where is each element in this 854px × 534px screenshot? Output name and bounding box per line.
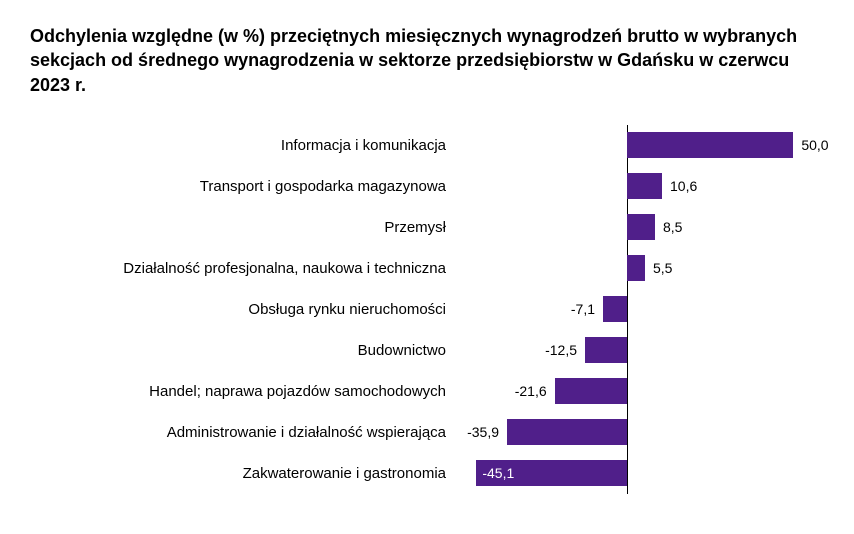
plot-cell: -35,9 bbox=[460, 412, 824, 453]
category-label: Transport i gospodarka magazynowa bbox=[30, 178, 460, 195]
category-label: Obsługa rynku nieruchomości bbox=[30, 301, 460, 318]
chart-row: Zakwaterowanie i gastronomia -45,1 bbox=[30, 453, 824, 494]
value-label: 8,5 bbox=[663, 219, 682, 235]
plot-cell: 5,5 bbox=[460, 248, 824, 289]
zero-axis bbox=[627, 371, 628, 412]
zero-axis bbox=[627, 330, 628, 371]
category-label: Przemysł bbox=[30, 219, 460, 236]
chart-row: Przemysł 8,5 bbox=[30, 207, 824, 248]
plot-cell: -21,6 bbox=[460, 371, 824, 412]
zero-axis bbox=[627, 412, 628, 453]
value-label: -12,5 bbox=[545, 342, 577, 358]
category-label: Informacja i komunikacja bbox=[30, 137, 460, 154]
value-label: 10,6 bbox=[670, 178, 697, 194]
chart-row: Budownictwo -12,5 bbox=[30, 330, 824, 371]
value-label: 5,5 bbox=[653, 260, 672, 276]
value-label: -7,1 bbox=[571, 301, 595, 317]
plot-cell: 8,5 bbox=[460, 207, 824, 248]
bar bbox=[627, 214, 655, 240]
category-label: Handel; naprawa pojazdów samochodowych bbox=[30, 383, 460, 400]
chart-row: Administrowanie i działalność wspierając… bbox=[30, 412, 824, 453]
plot-cell: -7,1 bbox=[460, 289, 824, 330]
bar bbox=[555, 378, 627, 404]
value-label: -21,6 bbox=[515, 383, 547, 399]
bar bbox=[627, 173, 662, 199]
plot-cell: 10,6 bbox=[460, 166, 824, 207]
chart-plot-area: Informacja i komunikacja50,0Transport i … bbox=[30, 125, 824, 494]
category-label: Zakwaterowanie i gastronomia bbox=[30, 465, 460, 482]
zero-axis bbox=[627, 289, 628, 330]
plot-cell: -45,1 bbox=[460, 453, 824, 494]
chart-row: Działalność profesjonalna, naukowa i tec… bbox=[30, 248, 824, 289]
plot-cell: 50,0 bbox=[460, 125, 824, 166]
bar bbox=[627, 132, 794, 158]
plot-cell: -12,5 bbox=[460, 330, 824, 371]
value-label: -35,9 bbox=[467, 424, 499, 440]
chart-container: Odchylenia względne (w %) przeciętnych m… bbox=[0, 0, 854, 514]
bar bbox=[585, 337, 627, 363]
category-label: Administrowanie i działalność wspierając… bbox=[30, 424, 460, 441]
chart-row: Informacja i komunikacja50,0 bbox=[30, 125, 824, 166]
chart-title: Odchylenia względne (w %) przeciętnych m… bbox=[30, 24, 824, 97]
chart-row: Obsługa rynku nieruchomości -7,1 bbox=[30, 289, 824, 330]
category-label: Działalność profesjonalna, naukowa i tec… bbox=[30, 260, 460, 277]
chart-row: Handel; naprawa pojazdów samochodowych -2… bbox=[30, 371, 824, 412]
bar bbox=[627, 255, 645, 281]
category-label: Budownictwo bbox=[30, 342, 460, 359]
value-label: -45,1 bbox=[482, 465, 514, 481]
bar bbox=[507, 419, 627, 445]
zero-axis bbox=[627, 453, 628, 494]
bar bbox=[603, 296, 627, 322]
value-label: 50,0 bbox=[801, 137, 828, 153]
chart-row: Transport i gospodarka magazynowa 10,6 bbox=[30, 166, 824, 207]
